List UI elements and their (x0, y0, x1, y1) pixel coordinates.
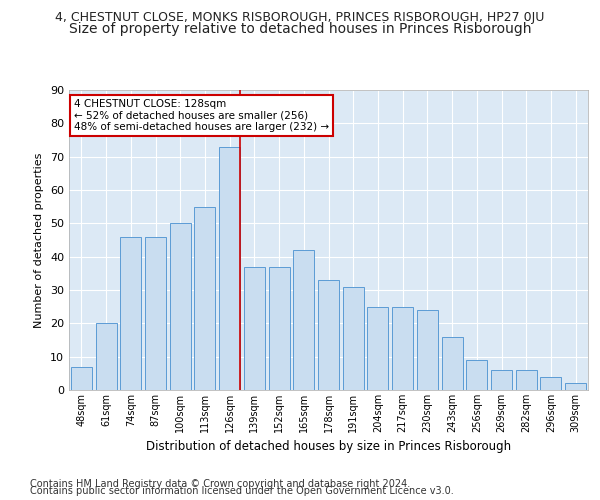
Text: 4 CHESTNUT CLOSE: 128sqm
← 52% of detached houses are smaller (256)
48% of semi-: 4 CHESTNUT CLOSE: 128sqm ← 52% of detach… (74, 99, 329, 132)
Bar (442, 336, 463, 390)
Bar (219, 146, 240, 390)
Text: Size of property relative to detached houses in Princes Risborough: Size of property relative to detached ho… (69, 22, 531, 36)
Bar (392, 306, 413, 390)
Bar (318, 280, 339, 390)
Bar (194, 206, 215, 390)
Text: Contains public sector information licensed under the Open Government Licence v3: Contains public sector information licen… (30, 486, 454, 496)
Bar (417, 310, 438, 390)
Bar (541, 376, 562, 390)
Text: Contains HM Land Registry data © Crown copyright and database right 2024.: Contains HM Land Registry data © Crown c… (30, 479, 410, 489)
Bar (343, 286, 364, 390)
Bar (120, 236, 141, 390)
Bar (170, 224, 191, 390)
X-axis label: Distribution of detached houses by size in Princes Risborough: Distribution of detached houses by size … (146, 440, 511, 454)
Bar (95, 324, 116, 390)
Y-axis label: Number of detached properties: Number of detached properties (34, 152, 44, 328)
Bar (145, 236, 166, 390)
Bar (269, 266, 290, 390)
Bar (516, 370, 537, 390)
Bar (244, 266, 265, 390)
Bar (565, 384, 586, 390)
Bar (466, 360, 487, 390)
Bar (71, 366, 92, 390)
Bar (293, 250, 314, 390)
Text: 4, CHESTNUT CLOSE, MONKS RISBOROUGH, PRINCES RISBOROUGH, HP27 0JU: 4, CHESTNUT CLOSE, MONKS RISBOROUGH, PRI… (55, 11, 545, 24)
Bar (367, 306, 388, 390)
Bar (491, 370, 512, 390)
